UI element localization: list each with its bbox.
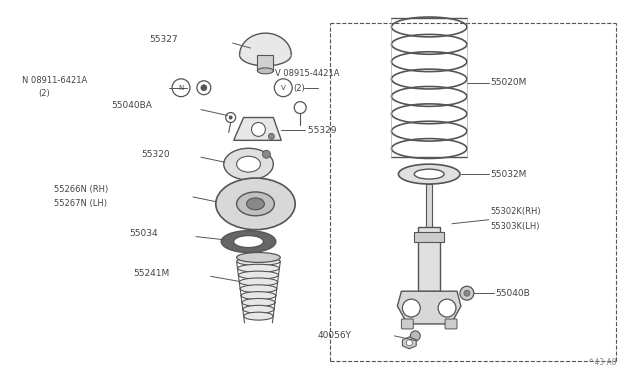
Ellipse shape — [221, 231, 276, 253]
Ellipse shape — [257, 68, 273, 74]
Ellipse shape — [237, 253, 280, 262]
Ellipse shape — [238, 271, 278, 279]
Ellipse shape — [239, 44, 291, 66]
Text: 55020M: 55020M — [491, 78, 527, 87]
Text: ^43 A0: ^43 A0 — [588, 358, 616, 367]
Bar — [426, 184, 432, 227]
Ellipse shape — [224, 148, 273, 180]
Ellipse shape — [240, 285, 276, 293]
Polygon shape — [403, 337, 416, 349]
Text: (2): (2) — [38, 89, 50, 98]
Bar — [257, 55, 273, 71]
Circle shape — [438, 299, 456, 317]
Text: 55329: 55329 — [305, 126, 337, 135]
Circle shape — [464, 290, 470, 296]
Text: V 08915-4421A: V 08915-4421A — [275, 69, 340, 78]
Polygon shape — [397, 291, 461, 324]
Text: 40056Y: 40056Y — [318, 331, 352, 340]
Text: N: N — [179, 85, 184, 91]
Text: 55327: 55327 — [149, 35, 178, 44]
Ellipse shape — [237, 264, 280, 272]
Text: 55034: 55034 — [129, 229, 158, 238]
Bar — [419, 227, 440, 291]
Ellipse shape — [244, 312, 273, 320]
Text: 55302K(RH): 55302K(RH) — [491, 207, 541, 216]
Circle shape — [406, 340, 412, 346]
Circle shape — [262, 150, 270, 158]
Text: 55303K(LH): 55303K(LH) — [491, 222, 540, 231]
Circle shape — [403, 299, 420, 317]
Bar — [414, 232, 444, 241]
FancyBboxPatch shape — [401, 319, 413, 329]
Ellipse shape — [243, 305, 274, 313]
Text: (2): (2) — [293, 84, 305, 93]
Text: 55040BA: 55040BA — [111, 101, 152, 110]
Ellipse shape — [242, 298, 275, 307]
Text: 55320: 55320 — [141, 150, 170, 159]
Circle shape — [228, 116, 233, 119]
Text: 55266N (RH): 55266N (RH) — [54, 186, 108, 195]
Polygon shape — [234, 118, 282, 140]
Text: 55040B: 55040B — [495, 289, 531, 298]
Text: 55032M: 55032M — [491, 170, 527, 179]
Ellipse shape — [237, 257, 280, 265]
Circle shape — [268, 134, 275, 140]
FancyBboxPatch shape — [445, 319, 457, 329]
Circle shape — [201, 85, 207, 91]
Ellipse shape — [246, 198, 264, 210]
Text: 55241M: 55241M — [133, 269, 170, 278]
Text: V: V — [281, 85, 285, 91]
Ellipse shape — [237, 156, 260, 172]
Text: N 08911-6421A: N 08911-6421A — [22, 76, 88, 85]
Ellipse shape — [399, 164, 460, 184]
Ellipse shape — [237, 192, 275, 216]
Text: 55267N (LH): 55267N (LH) — [54, 199, 107, 208]
Ellipse shape — [414, 169, 444, 179]
Ellipse shape — [234, 235, 264, 247]
Circle shape — [460, 286, 474, 300]
Ellipse shape — [239, 278, 278, 286]
Circle shape — [252, 122, 266, 137]
Ellipse shape — [216, 178, 295, 230]
Circle shape — [410, 331, 420, 341]
Ellipse shape — [241, 292, 276, 299]
